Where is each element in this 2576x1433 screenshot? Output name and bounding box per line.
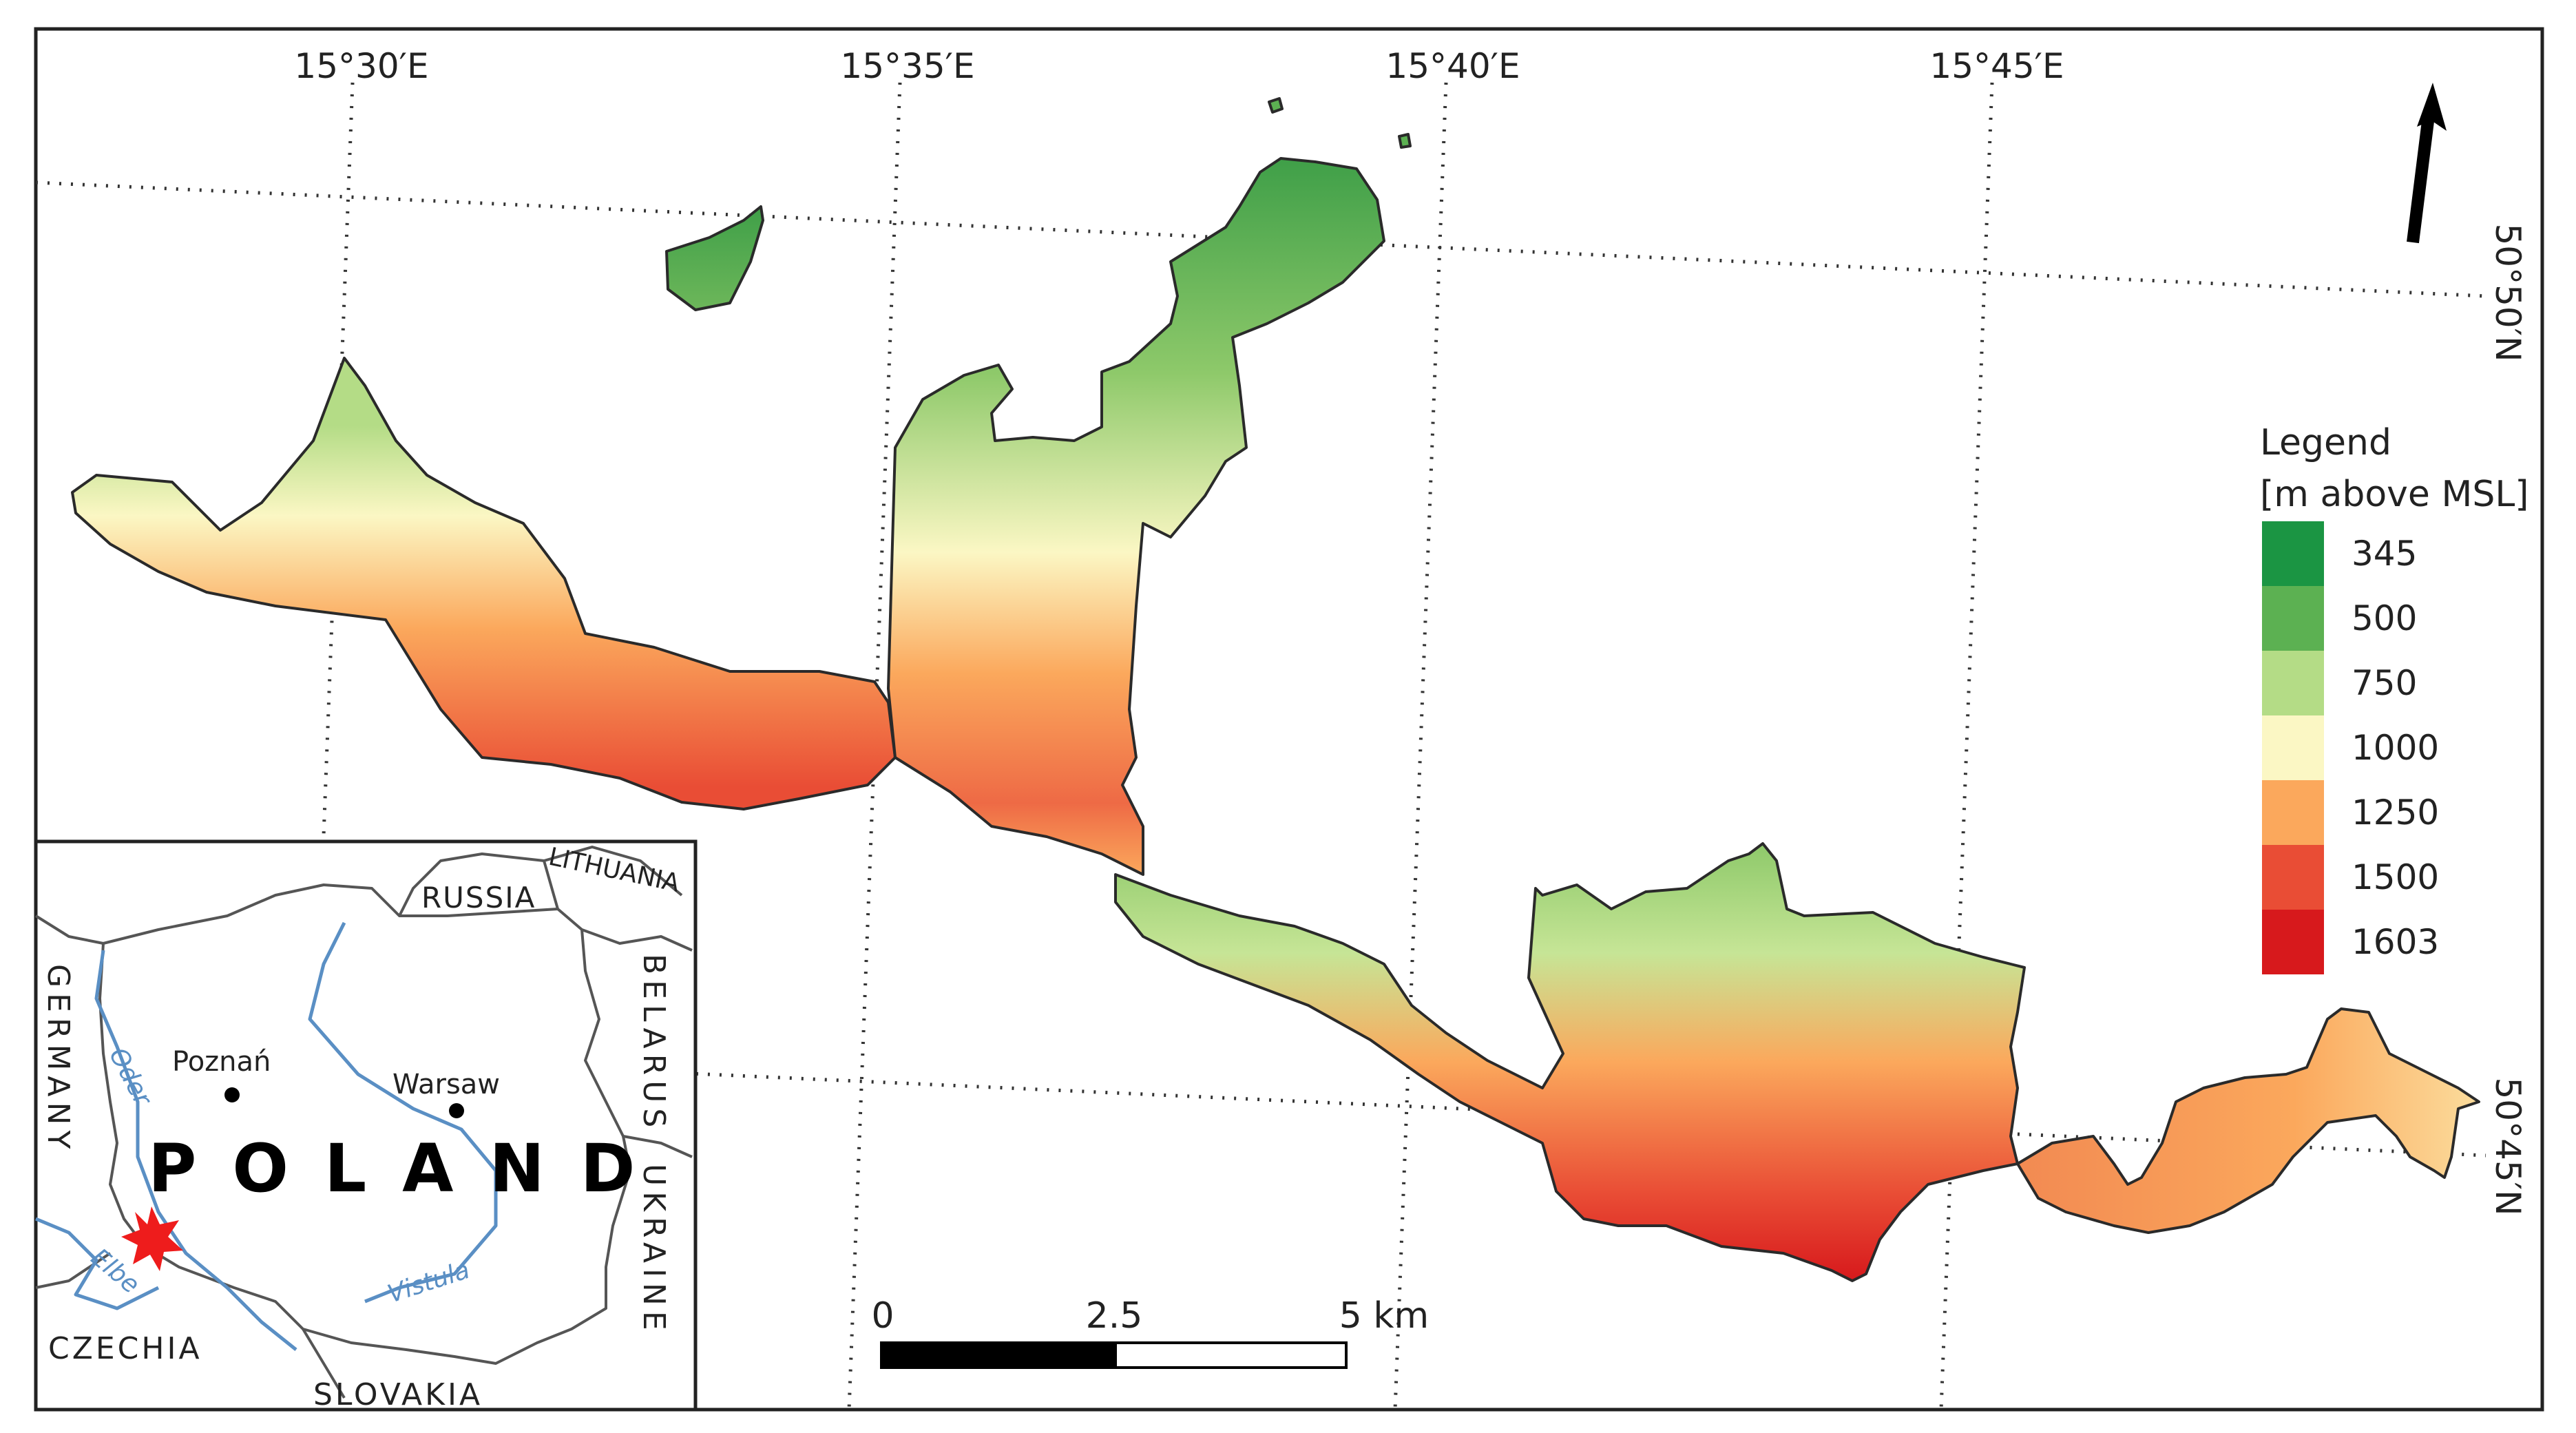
legend-title: Legend [2260, 422, 2391, 463]
inset-label-russia: RUSSIA [421, 881, 536, 914]
legend-value: 345 [2352, 534, 2417, 574]
longitude-label-15-40: 15°40′E [1385, 46, 1520, 86]
inset-label-czechia: CZECHIA [48, 1331, 202, 1366]
legend-value: 1603 [2352, 922, 2439, 962]
inset-label-germany: GERMANY [41, 964, 76, 1154]
river-oder [94, 950, 297, 1351]
study-area [71, 97, 2480, 1282]
city-dot-poznan [224, 1087, 240, 1102]
longitude-label-15-35: 15°35′E [840, 46, 974, 86]
inset-label-ukraine: UKRAINE [636, 1164, 671, 1336]
border-slovakia [302, 1328, 346, 1399]
inset-label-belarus: BELARUS [636, 954, 671, 1133]
legend-value: 750 [2352, 663, 2417, 703]
longitude-label-15-30: 15°30′E [294, 46, 428, 86]
legend-value: 1000 [2352, 728, 2439, 768]
border-germany-north [34, 914, 104, 945]
inset-label-slovakia: SLOVAKIA [313, 1377, 483, 1412]
study-area-small-islet-b [1398, 133, 1412, 149]
scale-label-0: 0 [871, 1295, 894, 1337]
inset-city-warsaw: Warsaw [392, 1069, 500, 1100]
legend-value: 1250 [2352, 793, 2439, 833]
legend: Legend [m above MSL] 345 500 750 1000 1250 15… [2260, 422, 2529, 974]
legend-swatch [2262, 715, 2324, 780]
study-area-central-spur [887, 157, 1385, 876]
latitude-label-50-50: 50°50′N [2488, 223, 2528, 362]
legend-swatch [2262, 910, 2324, 974]
study-area-west-ridge [71, 357, 897, 810]
longitude-labels: 15°30′E 15°35′E 15°40′E 15°45′E [294, 46, 2064, 86]
study-area-north-islet [665, 205, 764, 311]
legend-value: 1500 [2352, 857, 2439, 897]
border-ukraine [622, 1135, 693, 1158]
poland-border [98, 883, 631, 1365]
latitude-labels: 50°50′N 50°45′N [2488, 223, 2528, 1215]
study-area-small-islet-a [1268, 97, 1284, 114]
study-area-east-block [1114, 842, 2026, 1282]
legend-swatch [2262, 845, 2324, 910]
inset-city-poznan: Poznań [172, 1046, 271, 1078]
city-dot-warsaw [449, 1103, 464, 1118]
river-vistula [308, 921, 498, 1304]
legend-value: 500 [2352, 598, 2417, 638]
scale-bar-black-segment [880, 1341, 1117, 1369]
border-russia [398, 853, 559, 917]
scale-bar: 0 2.5 5 km [871, 1295, 1429, 1369]
border-belarus [581, 928, 693, 952]
scale-label-2-5: 2.5 [1086, 1295, 1143, 1337]
scale-label-5km: 5 km [1339, 1295, 1429, 1337]
longitude-label-15-45: 15°45′E [1929, 46, 2064, 86]
legend-unit: [m above MSL] [2260, 474, 2529, 515]
inset-borders [34, 846, 693, 1399]
inset-rivers [35, 921, 498, 1351]
scale-bar-white-segment [1114, 1341, 1348, 1369]
inset-map: RUSSIA LITHUANIA BELARUS UKRAINE SLOVAKI… [34, 839, 698, 1412]
legend-swatch [2262, 521, 2324, 586]
legend-swatch [2262, 780, 2324, 845]
study-area-east-tail [2016, 1007, 2480, 1234]
inset-label-poland: POLAND [148, 1130, 671, 1207]
legend-swatch [2262, 586, 2324, 651]
river-elbe [35, 1217, 160, 1310]
latitude-label-50-45: 50°45′N [2488, 1077, 2528, 1215]
north-arrow-icon [2407, 83, 2447, 244]
inset-frame [34, 839, 698, 1412]
border-lithuania [543, 846, 683, 897]
study-area-star-icon [121, 1206, 183, 1271]
legend-swatch [2262, 651, 2324, 715]
legend-swatches: 345 500 750 1000 1250 1500 1603 [2262, 521, 2439, 974]
